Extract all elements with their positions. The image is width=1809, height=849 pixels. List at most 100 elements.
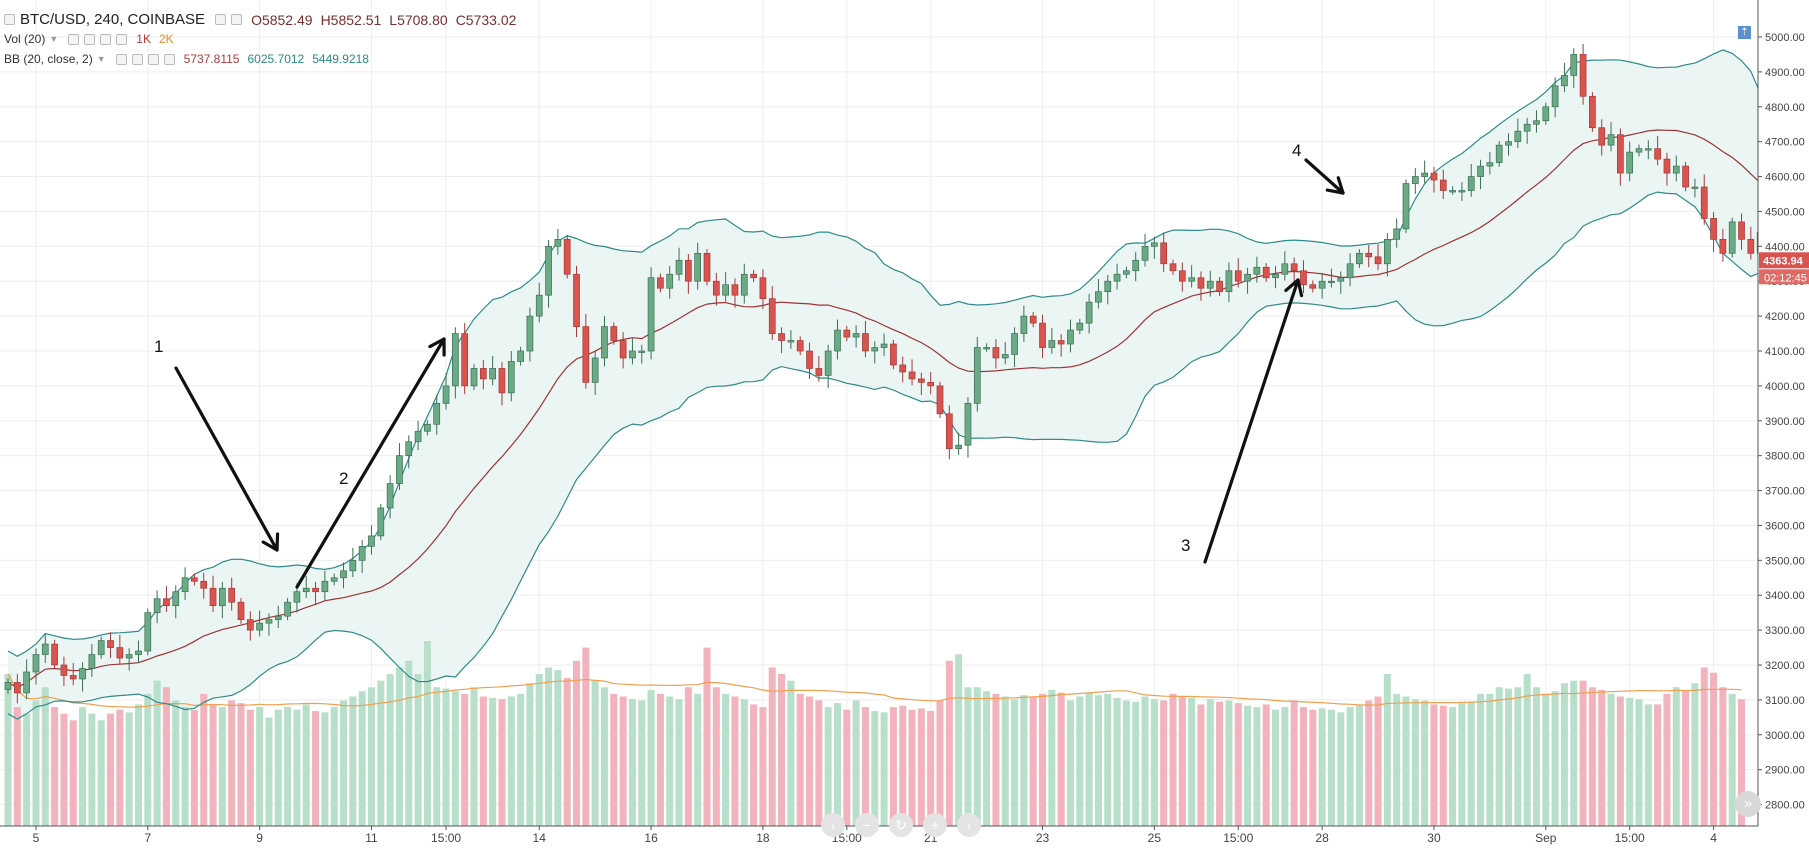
eye-icon[interactable] — [68, 33, 80, 45]
settings-icon[interactable] — [131, 53, 143, 65]
price-tick-label: 4000.00 — [1765, 381, 1805, 393]
candle-body — [1178, 270, 1186, 282]
candle — [41, 633, 49, 663]
price-tick-label: 3100.00 — [1765, 695, 1805, 707]
candle-body — [172, 591, 180, 607]
candle-body — [274, 615, 282, 620]
candle-body — [899, 364, 907, 373]
chevron-down-icon[interactable]: ▼ — [49, 34, 59, 44]
candle — [796, 336, 804, 356]
eye-icon[interactable] — [215, 14, 227, 25]
eye-icon[interactable] — [115, 53, 127, 65]
volume-bar — [1318, 708, 1326, 826]
candle — [1169, 259, 1177, 275]
price-tick-label: 3000.00 — [1765, 730, 1805, 742]
volume-bar — [395, 667, 403, 826]
zoom-out-button[interactable]: − — [855, 813, 879, 837]
candle — [1635, 144, 1643, 157]
settings-icon[interactable] — [231, 14, 243, 25]
settings-icon[interactable] — [84, 33, 96, 45]
bb-label: BB (20, close, 2) — [4, 52, 93, 66]
volume-bar — [703, 647, 711, 826]
volume-bar — [414, 674, 422, 826]
candle — [1141, 233, 1149, 267]
volume-bar — [712, 687, 720, 826]
volume-bar — [405, 660, 413, 826]
candle-body — [526, 315, 534, 352]
annotation-arrow-1-head — [261, 540, 279, 552]
candle — [1458, 182, 1466, 201]
candle-body — [116, 647, 124, 659]
candle-body — [1197, 277, 1205, 289]
candle — [1533, 110, 1540, 133]
candle — [554, 228, 562, 255]
time-tick-label: 11 — [365, 831, 378, 845]
reset-button[interactable]: ↻ — [889, 813, 913, 837]
candle-body — [1113, 273, 1121, 282]
zoom-in-button[interactable]: + — [923, 813, 947, 837]
volume-bar — [843, 709, 851, 826]
volume-bar — [852, 700, 860, 826]
volume-bar — [209, 704, 217, 826]
scroll-to-realtime-button[interactable]: » — [1735, 791, 1761, 817]
candle-body — [312, 587, 319, 593]
volume-bar — [526, 683, 534, 826]
volume-bar — [1477, 693, 1485, 826]
candle-body — [1328, 280, 1335, 284]
volume-ma-line — [7, 673, 1742, 708]
volume-bar — [1020, 695, 1028, 826]
volume-bar — [330, 707, 338, 826]
scroll-right-button[interactable]: › — [957, 813, 981, 837]
price-tick-label: 4200.00 — [1765, 311, 1805, 323]
volume-bar — [1001, 696, 1009, 826]
chevron-down-icon[interactable]: ▼ — [96, 54, 106, 64]
candle — [396, 443, 403, 490]
close-icon[interactable] — [116, 33, 128, 45]
fullscreen-icon[interactable]: ⇡ — [1738, 26, 1751, 39]
candle — [1029, 311, 1037, 328]
candle — [135, 640, 142, 663]
candle-body — [1402, 183, 1410, 230]
volume-bar — [1458, 703, 1466, 826]
volume-bar — [1094, 695, 1102, 826]
candle-body — [973, 347, 981, 404]
volume-bar — [1272, 709, 1280, 826]
add-icon[interactable] — [147, 53, 159, 65]
candle — [498, 362, 506, 406]
candle — [507, 351, 515, 402]
volume-bar — [824, 707, 832, 826]
volume-bar — [125, 712, 133, 826]
volume-bar — [1505, 688, 1513, 826]
annotation-arrow-2 — [295, 337, 446, 589]
candle — [918, 372, 925, 395]
candle — [246, 611, 254, 641]
candle — [1104, 274, 1112, 305]
volume-bar — [600, 687, 608, 826]
volume-bar — [433, 687, 441, 826]
candle-body — [507, 361, 515, 394]
volume-bar — [1057, 692, 1065, 826]
price-tick-label: 4500.00 — [1765, 206, 1805, 218]
volume-bar — [945, 660, 953, 826]
candle — [1579, 43, 1587, 105]
candle-body — [1234, 270, 1242, 282]
candle-body — [330, 577, 338, 582]
candle-body — [1365, 252, 1373, 258]
scroll-left-button[interactable]: ‹ — [821, 813, 845, 837]
candle-body — [535, 294, 543, 317]
candle — [79, 662, 86, 692]
candle-body — [1300, 270, 1307, 286]
bb-upper-value: 6025.7012 — [247, 52, 305, 66]
candle-body — [414, 430, 422, 443]
candle-body — [1533, 120, 1540, 125]
collapse-icon[interactable] — [4, 14, 15, 25]
add-icon[interactable] — [100, 33, 112, 45]
candle-body — [1635, 148, 1643, 153]
candle — [815, 355, 823, 382]
volume-bar — [1076, 696, 1084, 826]
close-icon[interactable] — [163, 53, 175, 65]
annotation-arrow-3-head — [1296, 278, 1304, 298]
candle — [927, 371, 935, 395]
volume-bar — [1132, 701, 1140, 826]
